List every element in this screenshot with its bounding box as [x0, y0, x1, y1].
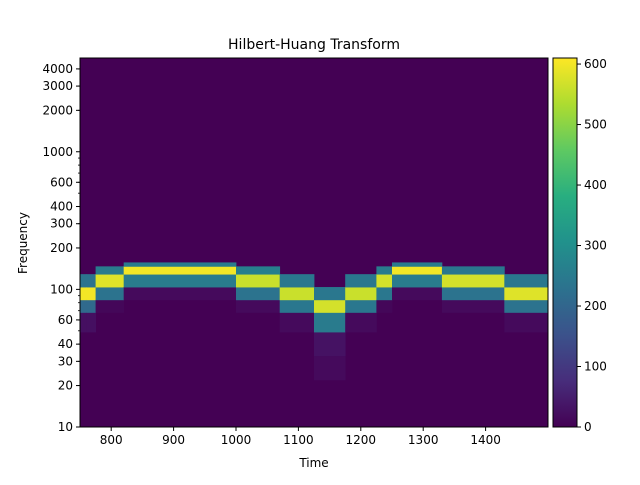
heatmap-cell — [442, 266, 505, 274]
x-axis-label: Time — [298, 456, 328, 470]
heatmap-cell — [96, 300, 124, 313]
x-tick-label: 1100 — [283, 433, 314, 447]
heatmap-cell — [124, 287, 237, 300]
colorbar-tick-label: 300 — [584, 239, 607, 253]
heatmap-cell — [80, 300, 87, 313]
heatmap-cell — [376, 300, 392, 313]
heatmap-cell — [392, 262, 442, 266]
heatmap-cell — [314, 300, 346, 313]
y-tick-label: 1000 — [42, 145, 73, 159]
colorbar-ticks: 0 100 200 300 400 500 600 — [577, 57, 607, 434]
heatmap-cell — [80, 274, 87, 287]
y-tick-label: 20 — [58, 379, 73, 393]
heatmap-cell — [280, 312, 315, 332]
y-tick-label: 300 — [50, 217, 73, 231]
heatmap-cell — [392, 287, 442, 300]
heatmap-cell — [442, 300, 505, 313]
heatmap-cells — [80, 58, 548, 427]
heatmap-cell — [345, 312, 377, 332]
heatmap-cell — [280, 300, 315, 313]
y-tick-label: 10 — [58, 420, 73, 434]
y-axis-ticks: 10 20 30 40 60 100 200 300 400 600 1000 2000 3000 400… — [42, 62, 80, 434]
x-tick-label: 1200 — [346, 433, 377, 447]
heatmap-cell — [86, 274, 96, 287]
colorbar-tick-label: 0 — [584, 420, 592, 434]
heatmap-cell — [96, 274, 124, 287]
heatmap-cell — [345, 274, 377, 287]
y-axis-label: Frequency — [16, 212, 30, 274]
heatmap-cell — [376, 274, 392, 287]
x-tick-label: 1400 — [470, 433, 501, 447]
colorbar-tick-label: 600 — [584, 57, 607, 71]
heatmap-cell — [236, 274, 280, 287]
y-tick-label: 60 — [58, 313, 73, 327]
x-tick-label: 800 — [100, 433, 123, 447]
heatmap-cell — [504, 287, 548, 300]
y-tick-label: 2000 — [42, 103, 73, 117]
y-tick-label: 600 — [50, 175, 73, 189]
y-tick-label: 200 — [50, 241, 73, 255]
chart-title: Hilbert-Huang Transform — [228, 37, 400, 53]
y-tick-label: 100 — [50, 282, 73, 296]
heatmap-cell — [345, 300, 377, 313]
y-tick-label: 30 — [58, 354, 73, 368]
x-tick-label: 1300 — [408, 433, 439, 447]
heatmap-cell — [80, 312, 87, 332]
heatmap-cell — [376, 287, 392, 300]
heatmap-cell — [376, 266, 392, 274]
heatmap-cell — [314, 287, 346, 300]
heatmap-cell — [314, 356, 346, 381]
colorbar — [553, 58, 577, 427]
x-axis-ticks: 800 900 1000 1100 1200 1300 1400 — [100, 427, 501, 447]
heatmap-cell — [86, 287, 96, 300]
heatmap-cell — [442, 287, 505, 300]
x-tick-label: 900 — [162, 433, 185, 447]
y-tick-label: 3000 — [42, 79, 73, 93]
colorbar-tick-label: 100 — [584, 360, 607, 374]
y-tick-label: 4000 — [42, 62, 73, 76]
y-tick-label: 400 — [50, 200, 73, 214]
heatmap-cell — [392, 274, 442, 287]
colorbar-tick-label: 200 — [584, 299, 607, 313]
heatmap-cell — [280, 287, 315, 300]
colorbar-tick-label: 500 — [584, 118, 607, 132]
heatmap-cell — [345, 287, 377, 300]
heatmap-cell — [504, 274, 548, 287]
x-tick-label: 1000 — [221, 433, 252, 447]
heatmap-cell — [280, 274, 315, 287]
heatmap-cell — [80, 287, 87, 300]
colorbar-tick-label: 400 — [584, 178, 607, 192]
heatmap-cell — [504, 312, 548, 332]
heatmap-cell — [96, 266, 124, 274]
heatmap-cell — [124, 262, 237, 266]
heatmap-cell — [314, 332, 346, 356]
y-tick-label: 40 — [58, 337, 73, 351]
heatmap-cell — [124, 266, 237, 274]
heatmap-cell — [86, 300, 96, 313]
heatmap-cell — [314, 312, 346, 332]
heatmap-cell — [96, 287, 124, 300]
heatmap-cell — [86, 312, 96, 332]
heatmap-cell — [236, 287, 280, 300]
heatmap-cell — [504, 300, 548, 313]
heatmap-cell — [236, 266, 280, 274]
heatmap-cell — [236, 300, 280, 313]
heatmap-cell — [442, 274, 505, 287]
heatmap-cell — [124, 274, 237, 287]
heatmap-cell — [392, 266, 442, 274]
